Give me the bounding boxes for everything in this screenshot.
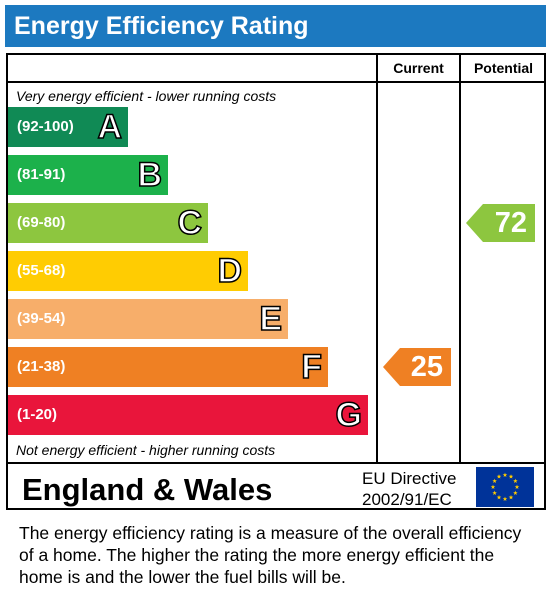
band-range: (21-38) [17, 358, 66, 375]
footer-divider [6, 462, 546, 464]
region-label: England & Wales [22, 472, 273, 507]
potential-column-header: Potential [473, 60, 534, 76]
directive-line-1: EU Directive [362, 469, 457, 488]
potential-rating-value: 72 [494, 207, 527, 239]
band-letter: A [97, 107, 123, 147]
band-letter: F [300, 347, 322, 387]
band-letter: E [259, 299, 283, 339]
bottom-note: Not energy efficient - higher running co… [16, 442, 276, 458]
band-range: (69-80) [17, 214, 66, 231]
band-f: (21-38) F [8, 347, 328, 387]
band-range: (92-100) [17, 118, 74, 135]
potential-column-divider [459, 53, 461, 464]
page-title: Energy Efficiency Rating [5, 5, 546, 47]
header-divider [6, 81, 546, 83]
current-rating-arrow: 25 [383, 348, 451, 386]
directive-line-2: 2002/91/EC [362, 490, 452, 509]
directive-label: EU Directive 2002/91/EC [362, 468, 456, 510]
current-column-header: Current [393, 60, 444, 76]
footer-description: The energy efficiency rating is a measur… [19, 523, 522, 587]
rating-table [6, 53, 546, 510]
band-range: (1-20) [17, 406, 58, 423]
band-c: (69-80) C [8, 203, 208, 243]
band-letter: B [137, 155, 163, 195]
band-range: (81-91) [17, 166, 66, 183]
band-letter: G [335, 395, 363, 435]
current-rating-value: 25 [410, 351, 443, 383]
band-g: (1-20) G [8, 395, 368, 435]
top-note: Very energy efficient - lower running co… [16, 88, 277, 104]
potential-rating-arrow: 72 [466, 204, 535, 242]
band-d: (55-68) D [8, 251, 248, 291]
band-range: (55-68) [17, 262, 66, 279]
band-a: (92-100) A [8, 107, 128, 147]
band-range: (39-54) [17, 310, 66, 327]
eu-flag-icon [476, 467, 534, 507]
current-column-divider [376, 53, 378, 464]
band-e: (39-54) E [8, 299, 288, 339]
band-b: (81-91) B [8, 155, 168, 195]
band-letter: D [217, 251, 243, 291]
band-letter: C [177, 203, 203, 243]
